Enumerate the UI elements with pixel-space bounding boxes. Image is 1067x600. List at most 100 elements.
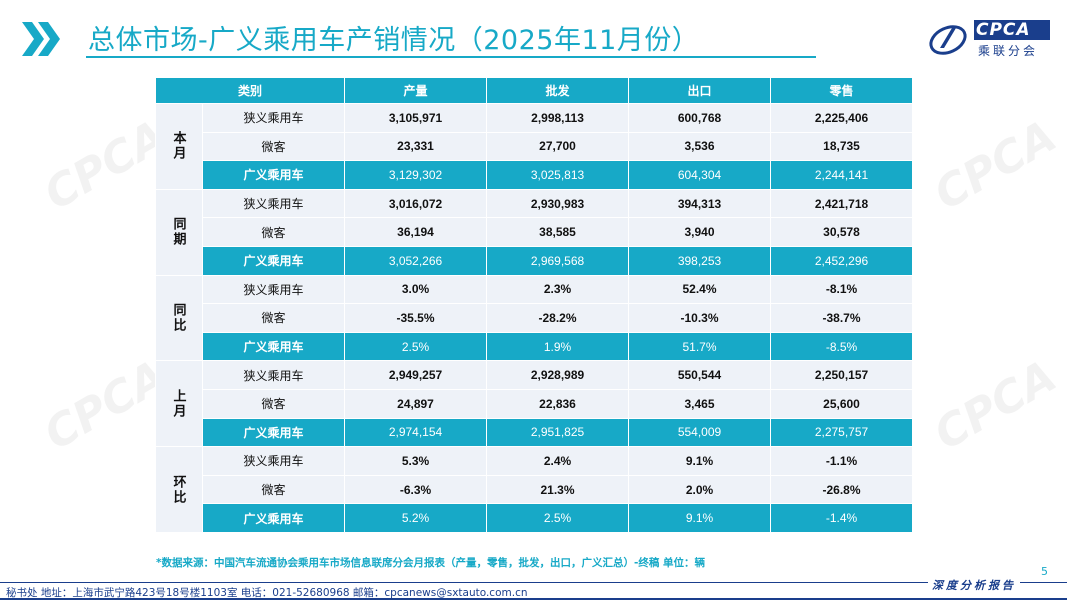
logo-subtitle: 乘联分会: [978, 44, 1039, 58]
table-cell: -35.5%: [344, 303, 488, 333]
table-cell: 18,735: [770, 131, 914, 162]
table-row: 本月 狭义乘用车 3,105,971 2,998,113 600,768 2,225,40…: [155, 103, 914, 190]
row-category-label: 狭义乘用车: [201, 274, 346, 305]
table-cell: 22,836: [486, 388, 630, 419]
table-row: 广义乘用车 2,974,154 2,951,825 554,009 2,275,757: [156, 417, 914, 448]
table-cell: -38.7%: [770, 303, 914, 333]
table-cell: 2,998,113: [486, 103, 630, 133]
table-header-row: 类别 产量 批发 出口 零售: [154, 77, 914, 104]
table-row: 同比 狭义乘用车 3.0% 2.3% 52.4% -8.1%: [155, 274, 914, 362]
table-cell: 2,949,257: [344, 360, 488, 390]
table-row: 微客 36,194 38,585 3,940 30,578: [156, 217, 914, 247]
cpca-logo-icon: [929, 20, 1050, 55]
data-source-note: *数据来源：中国汽车流通协会乘用车市场信息联席分会月报表（产量，零售，批发，出口…: [156, 557, 706, 569]
table-cell: 2.5%: [344, 331, 488, 362]
table-cell: 3,940: [628, 217, 772, 247]
table-cell: 2.5%: [486, 503, 630, 533]
table-cell: 3,536: [628, 131, 772, 162]
table-row: 微客 -35.5% -28.2% -10.3% -38.7%: [156, 303, 914, 333]
row-group-label: 同期: [155, 188, 203, 276]
table-cell: 27,700: [486, 131, 630, 162]
table-cell: 600,768: [628, 103, 772, 133]
table-cell: 51.7%: [628, 331, 772, 362]
table-cell: 2.0%: [628, 474, 772, 505]
page-title: 总体市场-广义乘用车产销情况（2025年11月份）: [88, 25, 700, 56]
row-category-label: 广义乘用车: [201, 503, 346, 533]
table-cell: -26.8%: [770, 474, 914, 505]
table-cell: -10.3%: [628, 303, 772, 333]
table-cell: 52.4%: [628, 274, 772, 305]
table-cell: 38,585: [486, 217, 630, 247]
table-row: 广义乘用车 3,052,266 2,969,568 398,253 2,452,296: [156, 245, 914, 276]
table-cell: -1.1%: [770, 446, 914, 476]
table-cell: 2,244,141: [770, 160, 914, 190]
row-category-label: 微客: [201, 474, 346, 505]
table-cell: 3,052,266: [344, 245, 488, 276]
table-row: 微客 -6.3% 21.3% 2.0% -26.8%: [156, 474, 914, 505]
row-group-label: 本月: [155, 103, 203, 190]
table-cell: 5.2%: [344, 503, 488, 533]
row-category-label: 广义乘用车: [201, 417, 346, 448]
table-cell: -1.4%: [770, 503, 914, 533]
table-cell: 5.3%: [344, 446, 488, 476]
table-cell: 9.1%: [628, 503, 772, 533]
table-cell: 398,253: [628, 245, 772, 276]
table-cell: 2,930,983: [486, 188, 630, 219]
table-cell: 25,600: [770, 388, 914, 419]
page-number: 5: [1041, 565, 1048, 578]
table-cell: 2.4%: [486, 446, 630, 476]
table-row: 广义乘用车 5.2% 2.5% 9.1% -1.4%: [156, 503, 914, 533]
column-header: 出口: [628, 77, 772, 104]
row-category-label: 狭义乘用车: [201, 188, 346, 219]
table-cell: 1.9%: [486, 331, 630, 362]
row-category-label: 狭义乘用车: [201, 446, 346, 476]
sales-table: 类别 产量 批发 出口 零售 本月 狭义乘用车 3,105,971 2,998,113…: [154, 77, 914, 533]
table-cell: 394,313: [628, 188, 772, 219]
table-cell: 2.3%: [486, 274, 630, 305]
table-cell: 3,025,813: [486, 160, 630, 190]
table-cell: 30,578: [770, 217, 914, 247]
column-header: 零售: [770, 77, 914, 104]
table-row: 同期 狭义乘用车 3,016,072 2,930,983 394,313 2,421,71…: [155, 188, 914, 276]
table-cell: 21.3%: [486, 474, 630, 505]
double-chevron-icon: [22, 22, 60, 56]
row-category-label: 狭义乘用车: [201, 360, 346, 390]
row-category-label: 广义乘用车: [201, 331, 346, 362]
table-cell: -8.1%: [770, 274, 914, 305]
table-row: 微客 23,331 27,700 3,536 18,735: [156, 131, 914, 162]
logo-text: CPCA: [976, 20, 1031, 40]
row-group-label: 上月: [155, 360, 203, 448]
table-cell: 2,974,154: [344, 417, 488, 448]
footer-brand: 深度分析报告: [928, 577, 1020, 593]
watermark-text: CPCA: [926, 110, 1065, 221]
table-cell: 2,951,825: [486, 417, 630, 448]
table-cell: 2,452,296: [770, 245, 914, 276]
table-cell: -6.3%: [344, 474, 488, 505]
table-cell: 36,194: [344, 217, 488, 247]
table-row: 微客 24,897 22,836 3,465 25,600: [156, 388, 914, 419]
row-category-label: 微客: [201, 131, 346, 162]
table-row: 环比 狭义乘用车 5.3% 2.4% 9.1% -1.1%: [155, 446, 914, 533]
table-cell: 9.1%: [628, 446, 772, 476]
table-cell: 3,105,971: [344, 103, 488, 133]
table-cell: 604,304: [628, 160, 772, 190]
footer-contact-info: 秘书处 地址：上海市武宁路423号18号楼1103室 电话：021-526809…: [6, 587, 528, 599]
table-cell: -8.5%: [770, 331, 914, 362]
title-underline: [86, 56, 816, 58]
table-cell: 3.0%: [344, 274, 488, 305]
column-header: 类别: [154, 77, 346, 104]
table-cell: 2,928,989: [486, 360, 630, 390]
row-category-label: 微客: [201, 217, 346, 247]
table-cell: 550,544: [628, 360, 772, 390]
footer-divider: [0, 598, 1067, 600]
row-category-label: 微客: [201, 303, 346, 333]
column-header: 批发: [486, 77, 630, 104]
row-group-label: 环比: [155, 446, 203, 533]
row-category-label: 狭义乘用车: [201, 103, 346, 133]
row-category-label: 广义乘用车: [201, 160, 346, 190]
table-cell: 3,129,302: [344, 160, 488, 190]
table-cell: 2,275,757: [770, 417, 914, 448]
footer-divider: [0, 582, 1067, 583]
table-row: 广义乘用车 3,129,302 3,025,813 604,304 2,244,141: [156, 160, 914, 190]
table-cell: 23,331: [344, 131, 488, 162]
